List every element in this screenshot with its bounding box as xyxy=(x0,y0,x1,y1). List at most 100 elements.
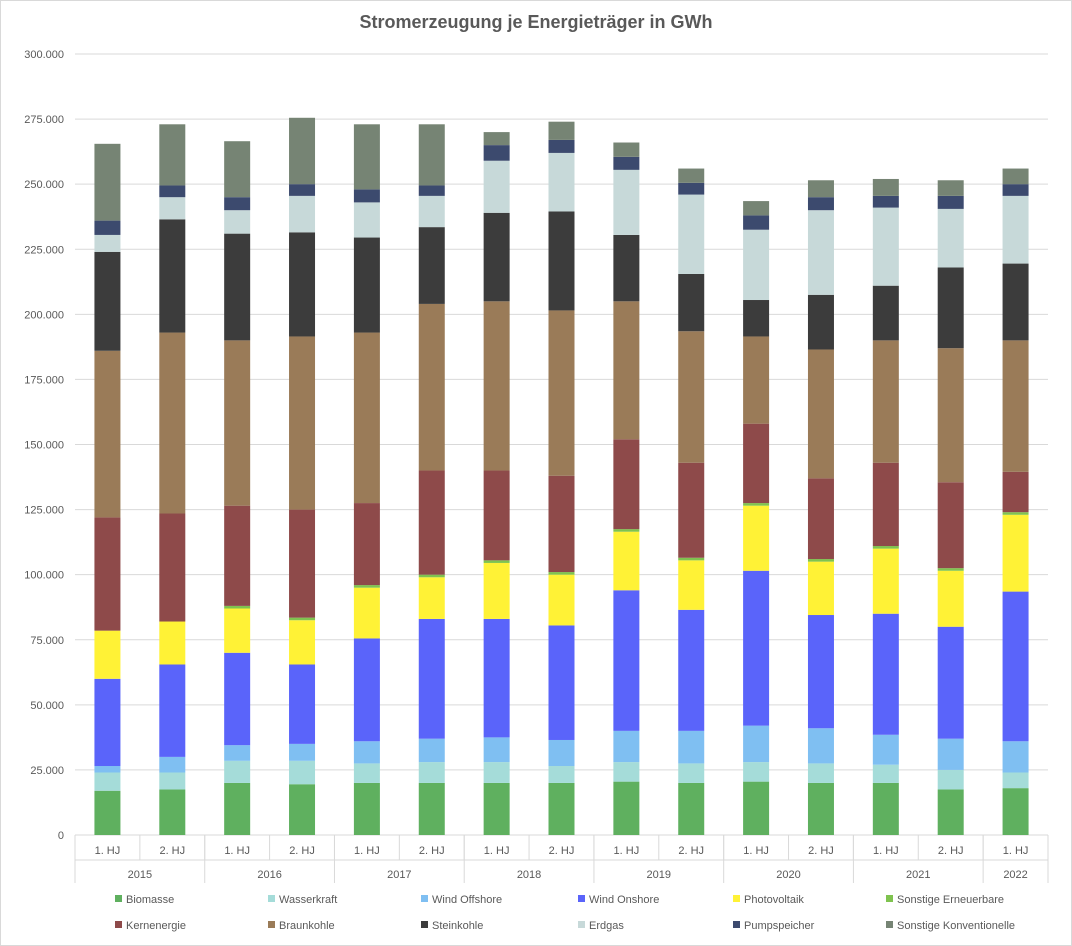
bar-segment xyxy=(678,331,705,463)
bar-segment xyxy=(224,760,251,783)
y-tick-label: 0 xyxy=(58,830,64,842)
bar-segment xyxy=(548,572,575,575)
legend-label: Braunkohle xyxy=(279,920,335,932)
bar-segment xyxy=(937,626,964,739)
bar-segment xyxy=(548,574,575,626)
bar-segment xyxy=(807,559,834,562)
bar-segment xyxy=(159,756,186,773)
bar-segment xyxy=(94,517,121,631)
x-tick-label: 2. HJ xyxy=(419,845,445,857)
bar-segment xyxy=(1002,340,1029,472)
bar-segment xyxy=(743,300,770,337)
x-group-label: 2022 xyxy=(1003,869,1027,881)
y-tick-label: 125.000 xyxy=(24,505,64,517)
legend-swatch xyxy=(886,895,893,902)
x-group-label: 2015 xyxy=(128,869,152,881)
bar-segment xyxy=(483,470,510,561)
legend-label: Erdgas xyxy=(589,920,624,932)
bar-segment xyxy=(743,336,770,424)
x-tick-label: 1. HJ xyxy=(354,845,380,857)
bar-segment xyxy=(94,790,121,835)
bar-segment xyxy=(483,560,510,563)
bar-segment xyxy=(678,730,705,764)
bar-segment xyxy=(418,185,445,196)
bar-segment xyxy=(483,301,510,471)
x-tick-label: 2. HJ xyxy=(678,845,704,857)
legend-label: Steinkohle xyxy=(432,920,483,932)
bar-segment xyxy=(418,782,445,835)
bar-segment xyxy=(418,195,445,228)
bar-segment xyxy=(1002,772,1029,789)
bar-segment xyxy=(613,730,640,763)
y-tick-label: 100.000 xyxy=(24,570,64,582)
bar-segment xyxy=(613,762,640,782)
bar-segment xyxy=(807,561,834,616)
x-group-label: 2021 xyxy=(906,869,930,881)
bar-segment xyxy=(678,763,705,783)
bar-segment xyxy=(548,625,575,740)
bar-segment xyxy=(483,132,510,146)
bar-segment xyxy=(678,560,705,610)
bar-segment xyxy=(743,423,770,504)
bar-segment xyxy=(937,348,964,483)
y-tick-label: 75.000 xyxy=(30,635,64,647)
bar-segment xyxy=(678,462,705,558)
x-tick-label: 2. HJ xyxy=(159,845,185,857)
bar-segment xyxy=(613,169,640,235)
bar-segment xyxy=(872,764,899,783)
bar-segment xyxy=(353,585,380,588)
bar-segment xyxy=(94,772,121,791)
x-group-label: 2017 xyxy=(387,869,411,881)
legend-swatch xyxy=(886,921,893,928)
bar-segment xyxy=(807,349,834,479)
bar-segment xyxy=(937,482,964,569)
bar-segment xyxy=(483,737,510,763)
bar-segment xyxy=(94,143,121,221)
bar-segment xyxy=(159,621,186,665)
legend-label: Sonstige Erneuerbare xyxy=(897,894,1004,906)
legend-label: Wind Offshore xyxy=(432,894,502,906)
bar-segment xyxy=(613,301,640,440)
bar-segment xyxy=(224,745,251,761)
legend-swatch xyxy=(421,895,428,902)
bar-segment xyxy=(94,251,121,351)
y-tick-label: 50.000 xyxy=(30,700,64,712)
bar-segment xyxy=(224,605,251,609)
legend-swatch xyxy=(733,921,740,928)
bar-segment xyxy=(224,782,251,835)
bar-segment xyxy=(418,124,445,186)
bar-segment xyxy=(224,197,251,211)
x-group-label: 2018 xyxy=(517,869,541,881)
bar-segment xyxy=(224,608,251,653)
bar-segment xyxy=(1002,195,1029,264)
legend-swatch xyxy=(578,921,585,928)
y-tick-label: 200.000 xyxy=(24,309,64,321)
chart-title: Stromerzeugung je Energieträger in GWh xyxy=(359,12,713,32)
bar-segment xyxy=(159,513,186,622)
legend-label: Wind Onshore xyxy=(589,894,659,906)
bar-segment xyxy=(353,782,380,835)
x-group-label: 2016 xyxy=(257,869,281,881)
bar-segment xyxy=(94,678,121,767)
bar-segment xyxy=(1002,168,1029,185)
bar-segment xyxy=(224,141,251,198)
x-tick-label: 1. HJ xyxy=(873,845,899,857)
bar-segment xyxy=(483,160,510,213)
bar-segment xyxy=(483,762,510,783)
x-tick-label: 1. HJ xyxy=(484,845,510,857)
bar-segment xyxy=(1002,788,1029,835)
bar-segment xyxy=(159,197,186,220)
bar-segment xyxy=(1002,471,1029,513)
bar-segment xyxy=(353,332,380,504)
bar-segment xyxy=(613,590,640,731)
legend-swatch xyxy=(115,921,122,928)
x-tick-label: 2. HJ xyxy=(938,845,964,857)
bar-segment xyxy=(418,227,445,304)
legend-swatch xyxy=(268,895,275,902)
bar-segment xyxy=(289,117,316,185)
bar-segment xyxy=(94,630,121,679)
bar-segment xyxy=(678,168,705,183)
x-group-label: 2020 xyxy=(776,869,800,881)
bar-segment xyxy=(807,763,834,783)
bar-segment xyxy=(353,237,380,333)
